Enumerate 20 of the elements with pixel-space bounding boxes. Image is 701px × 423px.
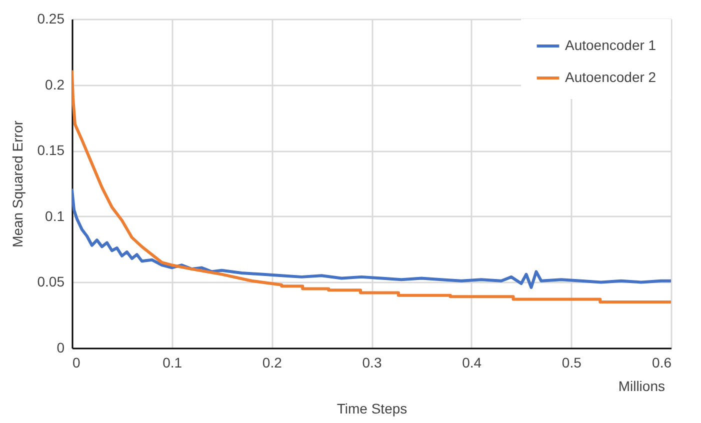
x-tick-label: 0.1 <box>162 354 182 370</box>
y-tick-label: 0.2 <box>45 76 65 92</box>
x-tick-label: 0 <box>72 354 80 370</box>
text: Millions <box>618 378 665 394</box>
line-series <box>72 188 671 289</box>
y-tick-label: 0.1 <box>45 208 65 224</box>
y-axis-title: Mean Squared Error <box>9 120 26 248</box>
x-tick-label: 0.2 <box>262 354 282 370</box>
y-tick-label: 0.05 <box>37 274 65 290</box>
line-series <box>72 70 671 304</box>
x-tick-label: 0.3 <box>362 354 382 370</box>
y-tick-label: 0.15 <box>37 142 65 158</box>
x-tick-label: 0.5 <box>562 354 582 370</box>
y-tick-label: 0 <box>56 340 65 356</box>
legend-label: Autoencoder 2 <box>565 69 656 85</box>
legend-label: Autoencoder 1 <box>565 37 656 53</box>
y-tick-label: 0.25 <box>37 10 65 26</box>
x-axis-title: Time Steps <box>336 400 408 416</box>
x-tick-label: 0.6 <box>652 354 672 370</box>
x-tick-label: 0.4 <box>462 354 482 370</box>
